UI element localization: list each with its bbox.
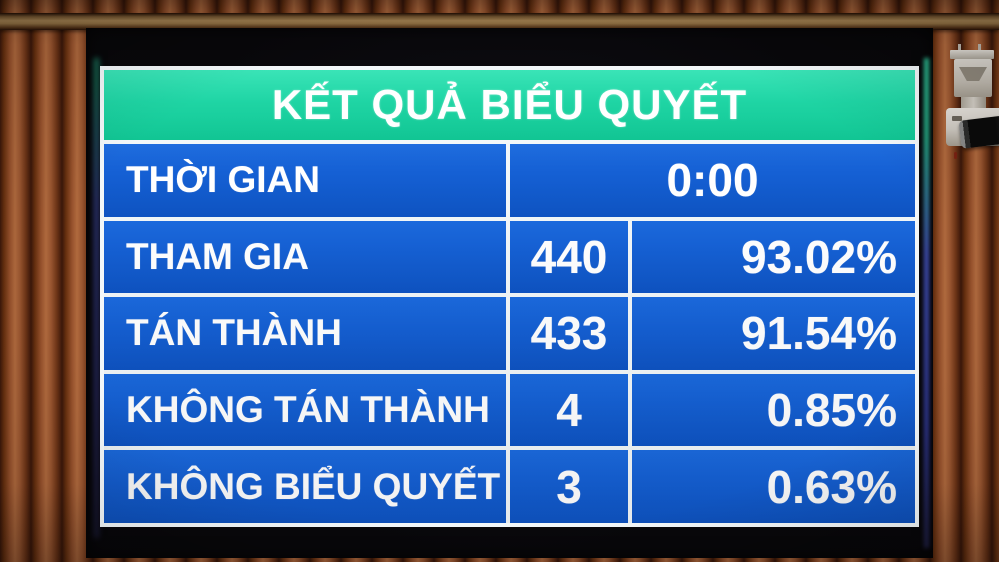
board-title: KẾT QUẢ BIỂU QUYẾT bbox=[271, 81, 748, 128]
security-camera bbox=[944, 44, 999, 179]
camera-neck bbox=[961, 97, 986, 109]
camera-mount-screw bbox=[958, 44, 961, 50]
wall-stain bbox=[954, 152, 957, 159]
camera-mount-screw bbox=[978, 44, 981, 50]
row-label: TÁN THÀNH bbox=[104, 297, 506, 370]
row-count: 4 bbox=[510, 373, 628, 447]
table-row-khong-bieu-quyet: KHÔNG BIỂU QUYẾT 3 0.63% bbox=[104, 450, 915, 523]
row-percent: 0.85% bbox=[632, 373, 915, 447]
screen-edge-glow-left bbox=[94, 58, 99, 538]
row-count: 3 bbox=[510, 450, 628, 523]
row-count: 440 bbox=[510, 220, 628, 294]
time-label: THỜI GIAN bbox=[104, 144, 506, 217]
voting-results-table: KẾT QUẢ BIỂU QUYẾT THỜI GIAN 0:00 THAM G… bbox=[100, 66, 919, 527]
row-percent: 0.63% bbox=[632, 450, 915, 523]
camera-lens-icon bbox=[958, 115, 999, 149]
row-label: KHÔNG BIỂU QUYẾT bbox=[104, 450, 506, 523]
led-display-screen: KẾT QUẢ BIỂU QUYẾT THỜI GIAN 0:00 THAM G… bbox=[86, 28, 933, 558]
screen-edge-glow-right bbox=[924, 58, 929, 548]
camera-mount-plate bbox=[950, 50, 994, 59]
row-percent: 93.02% bbox=[632, 220, 915, 294]
table-row-tham-gia: THAM GIA 440 93.02% bbox=[104, 220, 915, 294]
table-row-khong-tan-thanh: KHÔNG TÁN THÀNH 4 0.85% bbox=[104, 373, 915, 447]
table-row-tan-thanh: TÁN THÀNH 433 91.54% bbox=[104, 297, 915, 370]
wooden-rail bbox=[0, 13, 999, 30]
row-label: THAM GIA bbox=[104, 220, 506, 294]
row-percent: 91.54% bbox=[632, 297, 915, 370]
camera-bracket bbox=[954, 59, 992, 97]
board-title-bar: KẾT QUẢ BIỂU QUYẾT bbox=[104, 70, 915, 140]
table-row-time: THỜI GIAN 0:00 bbox=[104, 144, 915, 217]
time-value: 0:00 bbox=[510, 144, 915, 217]
camera-body-label bbox=[952, 116, 962, 121]
row-label: KHÔNG TÁN THÀNH bbox=[104, 373, 506, 447]
row-count: 433 bbox=[510, 297, 628, 370]
